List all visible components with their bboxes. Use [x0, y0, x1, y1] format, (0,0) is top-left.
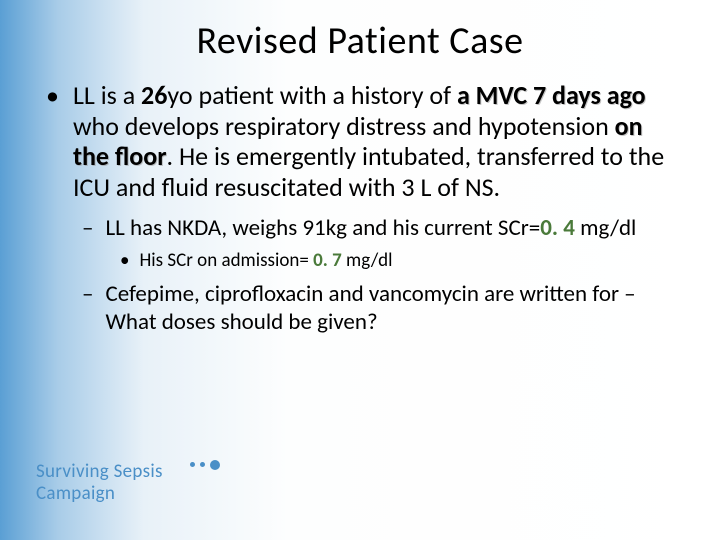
l1-age: 26: [141, 79, 167, 111]
logo-dots-icon: [190, 462, 220, 470]
bullet-level2-a: – LL has NKDA, weighs 91kg and his curre…: [82, 215, 680, 243]
bullet-level2-b: – Cefepime, ciprofloxacin and vancomycin…: [82, 281, 680, 336]
bullet-level1: • LL is a 26yo patient with a history of…: [46, 80, 680, 203]
bullet-mark-l3: •: [120, 250, 129, 273]
l2a-pre: LL has NKDA, weighs 91kg and his current…: [105, 214, 540, 242]
l1-pre1: LL is a: [73, 79, 141, 111]
l2a-post: mg/dl: [575, 214, 636, 242]
bullet-l2a-text: LL has NKDA, weighs 91kg and his current…: [105, 215, 636, 243]
bullet-mark-l1: •: [46, 80, 59, 111]
bullet-l2b-text: Cefepime, ciprofloxacin and vancomycin a…: [105, 281, 680, 336]
bullet-l3a-text: His SCr on admission= 0. 7 mg/dl: [139, 250, 392, 273]
logo-line2: Campaign: [36, 482, 236, 505]
l3a-pre: His SCr on admission=: [139, 249, 313, 272]
slide-content: • LL is a 26yo patient with a history of…: [40, 80, 680, 336]
bullet-mark-l2b: –: [82, 281, 93, 309]
l3a-val: 0. 7: [313, 249, 342, 272]
dot-icon: [200, 462, 205, 467]
dot-icon: [210, 460, 220, 470]
l1-mid2: who develops respiratory distress and hy…: [73, 110, 615, 142]
l1-mid1: yo patient with a history of: [167, 79, 457, 111]
bullet-l1-text: LL is a 26yo patient with a history of a…: [73, 80, 680, 203]
l2a-val: 0. 4: [540, 214, 575, 242]
slide-container: Revised Patient Case • LL is a 26yo pati…: [0, 0, 720, 540]
surviving-sepsis-logo: Surviving Sepsis Campaign: [36, 460, 236, 514]
dot-icon: [190, 462, 195, 467]
bullet-level3-a: • His SCr on admission= 0. 7 mg/dl: [120, 250, 680, 273]
l1-mvc: a MVC 7 days ago: [457, 79, 646, 111]
l3a-post: mg/dl: [342, 249, 393, 272]
slide-title: Revised Patient Case: [40, 18, 680, 64]
bullet-mark-l2: –: [82, 215, 93, 243]
